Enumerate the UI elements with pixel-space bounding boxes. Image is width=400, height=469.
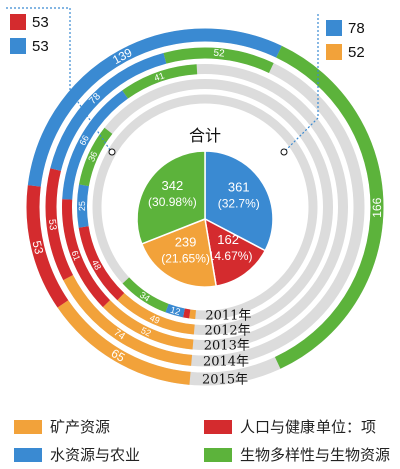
ring-value-label: 36 [86, 150, 99, 163]
callout-right-1-swatch [326, 20, 342, 36]
unit-label: 单位：项 [316, 418, 377, 436]
ring-arc-population [183, 308, 191, 319]
ring-arc-population [26, 185, 69, 308]
ring-value-label: 12 [169, 305, 181, 317]
ring-arc-bio [122, 64, 198, 99]
callout-right-2-swatch [326, 44, 342, 60]
ring-arcs [26, 28, 384, 385]
ring-arc-water [77, 184, 89, 228]
ring-arc-bio [274, 45, 384, 369]
ring-arc-mineral [102, 300, 194, 350]
pie-value-label: 162 [217, 232, 239, 247]
legend-label-population: 人口与健康 [240, 418, 316, 436]
ring-value-label: 49 [148, 313, 161, 326]
callouts: 53 53 78 52 [6, 7, 365, 156]
legend-swatch-water [14, 447, 42, 462]
ring-arc-water [165, 303, 185, 318]
ring-value-label: 34 [138, 290, 152, 304]
pie-value-label: 361 [228, 180, 250, 195]
callout-left-1-swatch [10, 14, 26, 30]
legend-label-bio: 生物多样性与生物资源 [240, 446, 391, 464]
ring-value-label: 53 [29, 239, 46, 256]
ring-arc-mineral [63, 275, 193, 366]
year-label: 2012年 [205, 323, 251, 338]
pie-value-label: 239 [175, 234, 197, 249]
ring-value-label: 65 [109, 346, 128, 365]
callout-right-2-value: 52 [348, 44, 365, 61]
ring-value-label: 25 [77, 201, 87, 211]
legend-item-mineral: 矿产资源 [14, 416, 110, 437]
ring-arc-mineral [117, 292, 195, 335]
legend-item-population: 人口与健康 [204, 416, 315, 437]
ring-value-label: 61 [69, 249, 82, 262]
total-pie: 合计 361 (32.7%) 162 (14.67%) 239 (21.65%) 342 (30… [136, 126, 274, 288]
ring-value-label: 166 [370, 197, 384, 217]
callout-right-leader [285, 14, 319, 151]
pie-value-label: 342 [162, 178, 184, 193]
pie-pct-label: (30.98%) [148, 195, 197, 209]
ring-arc-water [50, 52, 167, 171]
pie-pct-label: (32.7%) [218, 197, 260, 211]
ring-arc-population [78, 226, 125, 301]
ring-arc-population [45, 168, 74, 281]
ring-value-label: 66 [77, 134, 91, 148]
callout-left-2-swatch [10, 38, 26, 54]
year-label: 2015年 [202, 372, 248, 387]
ring-arc-bio [79, 127, 113, 187]
legend-swatch-bio [204, 447, 232, 462]
callout-left-1-value: 53 [32, 14, 49, 31]
pie-pct-label: (14.67%) [204, 249, 253, 263]
legend-label-mineral: 矿产资源 [50, 418, 111, 436]
callout-left-leader [6, 7, 111, 151]
ring-arc-mineral [57, 300, 191, 385]
legend-swatch-mineral [14, 419, 42, 434]
pie-slice-population [204, 217, 267, 287]
callout-left-marker [108, 148, 116, 156]
year-label: 2011年 [205, 308, 251, 323]
ring-value-label: 52 [139, 325, 152, 338]
ring-track [92, 94, 318, 320]
ring-value-label: 41 [153, 70, 166, 83]
year-label: 2013年 [204, 338, 250, 353]
year-label: 2014年 [203, 354, 249, 369]
ring-arc-bio [163, 47, 274, 73]
ring-arc-mineral [189, 309, 197, 320]
ring-arc-bio [122, 277, 169, 313]
legend-swatch-population [204, 419, 232, 434]
pie-slice-mineral [140, 217, 218, 288]
callout-right-1-value: 78 [348, 20, 365, 37]
ring-arc-population [62, 199, 111, 308]
pie-title: 合计 [189, 126, 221, 145]
pie-slice-water [204, 150, 274, 252]
legend-item-water: 水资源与农业 [14, 444, 140, 465]
ring-value-label: 52 [213, 48, 226, 60]
ring-arc-water [27, 28, 282, 187]
callout-left-2-value: 53 [32, 38, 49, 55]
pie-pct-label: (21.65%) [161, 251, 210, 265]
ring-value-label: 53 [46, 219, 58, 232]
ring-arc-water [62, 90, 129, 200]
callout-right-marker [280, 148, 288, 156]
legend: 矿产资源 人口与健康 单位：项 水资源与农业 生物多样性与生物资源 [14, 412, 394, 466]
legend-item-bio: 生物多样性与生物资源 [204, 444, 390, 465]
pie-slice-bio [136, 150, 206, 245]
ring-value-label: 48 [90, 258, 104, 272]
legend-label-water: 水资源与农业 [50, 446, 141, 464]
